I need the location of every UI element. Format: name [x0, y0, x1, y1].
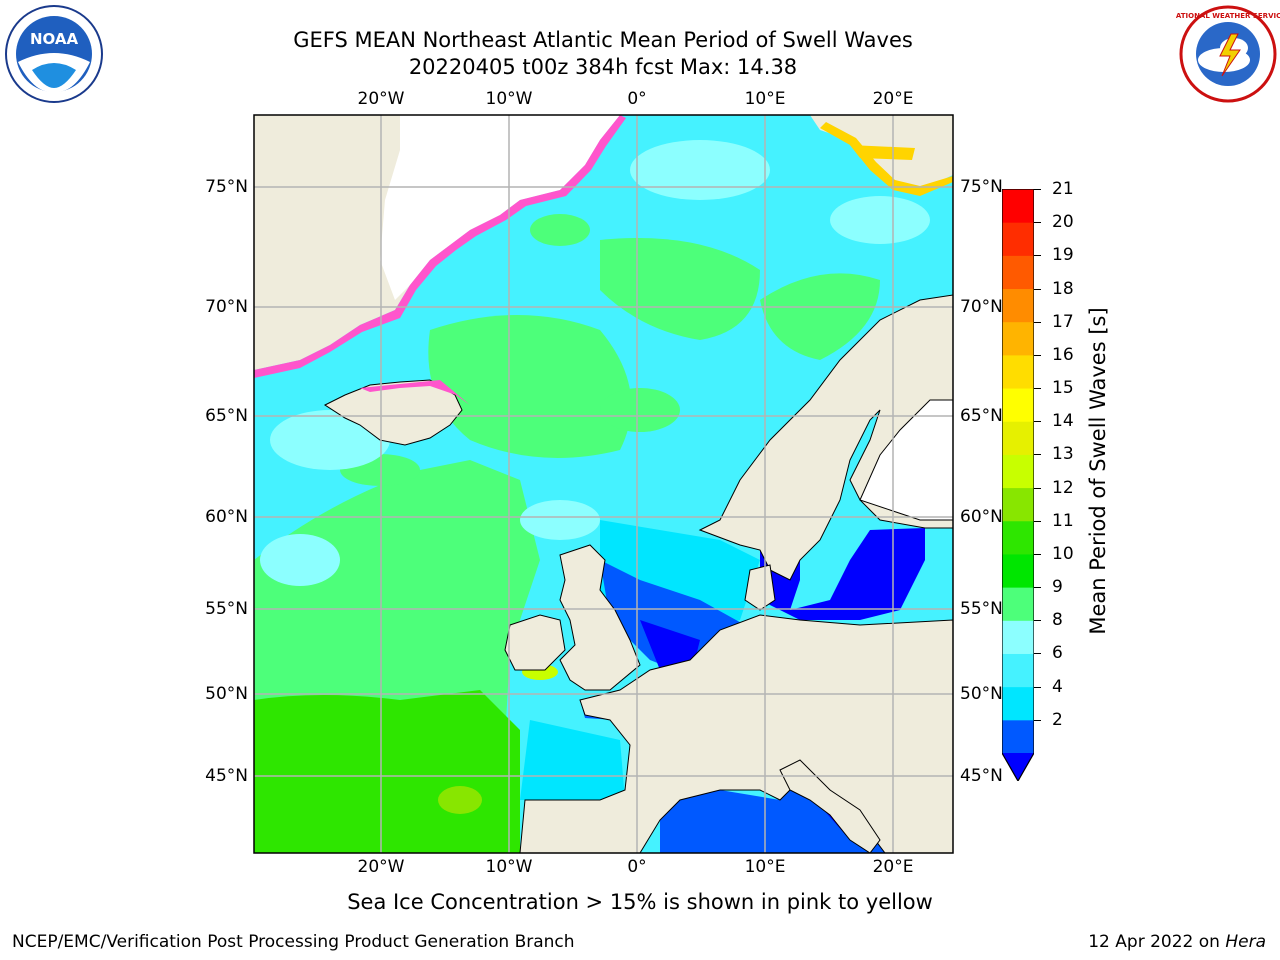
lon-label-bottom: 10°W	[485, 857, 533, 877]
colorbar-tick-label: 18	[1052, 278, 1074, 299]
colorbar-tick-mark	[1034, 288, 1041, 290]
colorbar-band	[1002, 222, 1034, 256]
colorbar-tick-mark	[1034, 189, 1041, 190]
sea-ice-caption: Sea Ice Concentration > 15% is shown in …	[347, 890, 933, 914]
lat-label-right: 60°N	[960, 507, 1003, 527]
colorbar-band	[1002, 587, 1034, 621]
colorbar-band	[1002, 520, 1034, 555]
colorbar-tick-mark	[1034, 653, 1041, 655]
lat-label-right: 45°N	[960, 766, 1003, 786]
map-title: GEFS MEAN Northeast Atlantic Mean Period…	[293, 28, 913, 52]
colorbar-band	[1002, 189, 1034, 223]
colorbar-band	[1002, 321, 1034, 356]
lon-label-top: 10°W	[485, 89, 533, 109]
host-name: Hera	[1225, 932, 1266, 952]
graticule	[254, 115, 953, 853]
lat-label-left: 75°N	[205, 177, 248, 197]
colorbar-tick-label: 21	[1052, 179, 1074, 199]
lat-label-right: 55°N	[960, 599, 1003, 619]
colorbar-tick-mark	[1034, 354, 1041, 356]
lat-label-left: 50°N	[205, 684, 248, 704]
colorbar-tick-mark	[1034, 454, 1041, 456]
colorbar-tick-mark	[1034, 587, 1041, 589]
lon-label-bottom: 10°E	[744, 857, 786, 877]
colorbar-band	[1002, 354, 1034, 389]
colorbar-tick-label: 6	[1052, 643, 1063, 664]
producer-credit: NCEP/EMC/Verification Post Processing Pr…	[12, 932, 575, 952]
colorbar	[1002, 189, 1034, 781]
colorbar-band	[1002, 686, 1034, 721]
colorbar-tick-mark	[1034, 255, 1041, 257]
colorbar-tick-label: 4	[1052, 676, 1063, 697]
colorbar-tick-label: 8	[1052, 610, 1063, 631]
colorbar-extend-arrow	[1002, 753, 1034, 781]
lat-label-right: 75°N	[960, 177, 1003, 197]
colorbar-tick-label: 2	[1052, 709, 1063, 730]
colorbar-tick-mark	[1034, 719, 1041, 721]
colorbar-tick-label: 10	[1052, 543, 1074, 564]
colorbar-band	[1002, 653, 1034, 688]
lat-label-left: 70°N	[205, 297, 248, 317]
lat-label-right: 70°N	[960, 297, 1003, 317]
map-field	[254, 115, 953, 853]
lon-label-bottom: 20°E	[872, 857, 914, 877]
colorbar-tick-mark	[1034, 388, 1041, 390]
noaa-logo-text: NOAA	[30, 30, 79, 48]
lat-label-left: 45°N	[205, 766, 248, 786]
noaa-logo-icon: NOAA	[5, 5, 103, 103]
lat-label-left: 65°N	[205, 406, 248, 426]
colorbar-label: Mean Period of Swell Waves [s]	[1086, 307, 1110, 635]
lon-label-top: 10°E	[744, 89, 786, 109]
lon-label-top: 0°	[627, 89, 647, 109]
colorbar-tick-mark	[1034, 321, 1041, 323]
lon-label-top: 20°W	[357, 89, 405, 109]
colorbar-tick-label: 15	[1052, 378, 1074, 399]
colorbar-tick-label: 16	[1052, 344, 1074, 365]
colorbar-band	[1002, 487, 1034, 522]
generation-date-text: 12 Apr 2022 on	[1088, 932, 1226, 952]
colorbar-tick-label: 17	[1052, 311, 1074, 332]
colorbar-band	[1002, 553, 1034, 588]
colorbar-tick-mark	[1034, 620, 1041, 622]
colorbar-tick-mark	[1034, 686, 1041, 688]
colorbar-tick-label: 19	[1052, 245, 1074, 266]
colorbar-tick-label: 13	[1052, 444, 1074, 465]
colorbar-tick-mark	[1034, 520, 1041, 522]
colorbar-tick-label: 9	[1052, 577, 1063, 598]
colorbar-tick-mark	[1034, 553, 1041, 555]
map-frame	[253, 114, 954, 854]
lat-label-left: 55°N	[205, 599, 248, 619]
lon-label-bottom: 20°W	[357, 857, 405, 877]
lat-label-left: 60°N	[205, 507, 248, 527]
lon-label-bottom: 0°	[627, 857, 647, 877]
colorbar-tick-label: 14	[1052, 411, 1074, 432]
nws-logo-icon: NATIONAL WEATHER SERVICE	[1176, 5, 1280, 103]
generation-date: 12 Apr 2022 on Hera	[1088, 932, 1266, 952]
lon-label-top: 20°E	[872, 89, 914, 109]
colorbar-tick-mark	[1034, 222, 1041, 224]
lat-label-right: 65°N	[960, 406, 1003, 426]
colorbar-band	[1002, 421, 1034, 455]
colorbar-band	[1002, 255, 1034, 290]
colorbar-band	[1002, 288, 1034, 323]
forecast-subtitle: 20220405 t00z 384h fcst Max: 14.38	[408, 55, 798, 79]
colorbar-tick-mark	[1034, 421, 1041, 423]
colorbar-tick-label: 12	[1052, 477, 1074, 498]
nws-logo-text: NATIONAL WEATHER SERVICE	[1176, 12, 1280, 20]
colorbar-band	[1002, 719, 1034, 754]
colorbar-band	[1002, 454, 1034, 489]
colorbar-tick-label: 20	[1052, 212, 1074, 233]
colorbar-tick-label: 11	[1052, 510, 1074, 531]
colorbar-tick-mark	[1034, 487, 1041, 489]
colorbar-band	[1002, 620, 1034, 654]
lat-label-right: 50°N	[960, 684, 1003, 704]
colorbar-band	[1002, 388, 1034, 422]
